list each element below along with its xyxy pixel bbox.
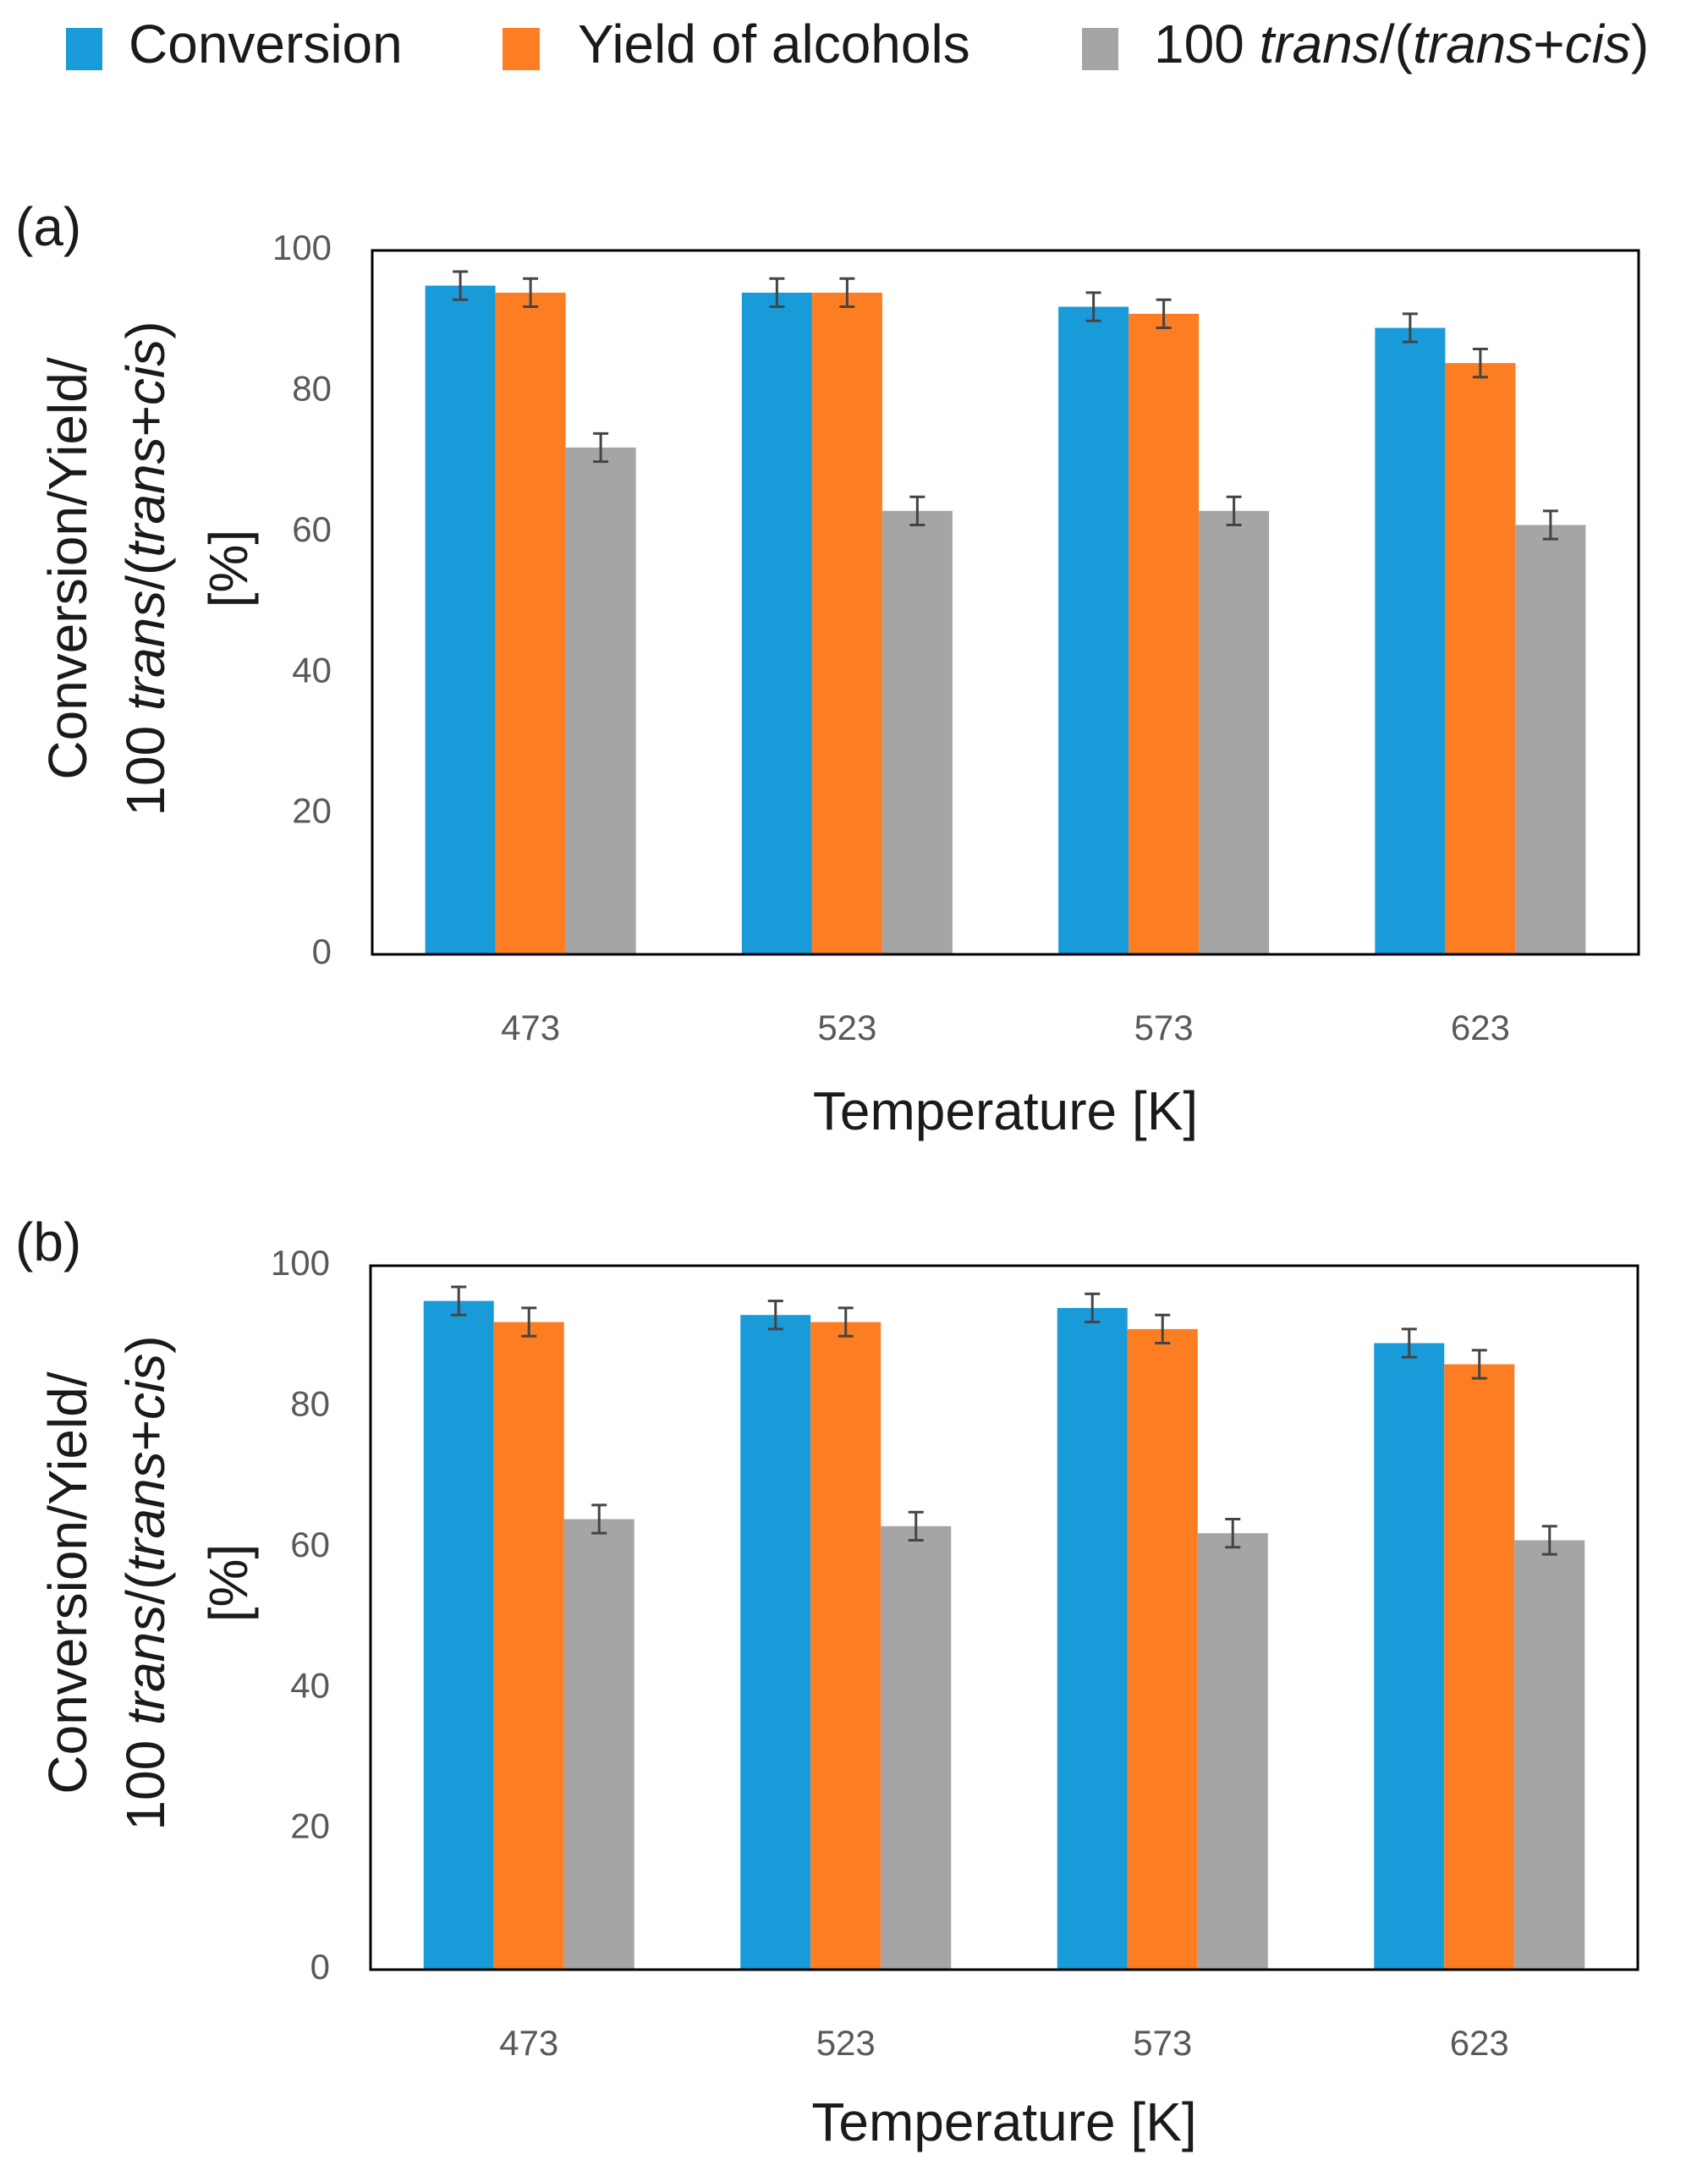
y-tick-label: 0 [312,932,332,971]
bar-conversion-523 [741,292,812,954]
bar-yield-623 [1444,1364,1515,1970]
legend-swatch-ratio [1082,28,1118,70]
bar-yield-473 [493,1322,564,1970]
panel-b: (b) Conversion/Yield/100 trans/(trans+cis… [15,1212,1639,2152]
y-tick-label: 0 [310,1947,330,1987]
plot-frame [369,1264,1639,1971]
y-tick-label: 80 [292,368,332,408]
y-tick-label: 100 [271,1243,330,1283]
legend-swatch-yield [503,28,540,70]
bar-ratio-573 [1199,510,1270,954]
legend-item-conversion: Conversion [66,14,403,74]
y-tick-label: 20 [290,1806,330,1846]
y-axis-label-line-3: [%] [198,530,259,607]
x-axis-label: Temperature [K] [813,1080,1198,1141]
bar-ratio-523 [881,1525,952,1970]
y-tick-label: 40 [292,650,332,690]
bar-yield-573 [1129,313,1200,954]
bar-conversion-473 [425,285,496,955]
panel-a: (a) Conversion/Yield/100 trans/(trans+cis… [15,196,1640,1141]
bar-conversion-623 [1374,1343,1445,1970]
panel-label: (b) [15,1212,81,1272]
y-axis-label-line-1: Conversion/Yield/ [37,357,98,779]
x-tick-label: 473 [499,2023,558,2063]
legend-label-ratio: 100 trans/(trans+cis) [1154,14,1649,74]
y-axis-label-line-2: 100 trans/(trans+cis) [115,321,176,816]
bar-conversion-523 [740,1315,811,1970]
x-tick-label: 623 [1451,1008,1510,1047]
bar-ratio-623 [1514,1540,1585,1970]
legend-label-conversion: Conversion [129,14,403,74]
x-axis-label: Temperature [K] [811,2091,1196,2152]
bar-ratio-473 [565,447,636,954]
x-tick-label: 573 [1134,1008,1194,1047]
bar-yield-473 [495,292,566,954]
x-tick-label: 573 [1133,2023,1192,2063]
y-tick-label: 60 [290,1525,330,1564]
x-tick-label: 623 [1450,2023,1509,2063]
legend-swatch-conversion [66,28,102,70]
bar-ratio-523 [881,510,953,954]
y-axis-label-line-2: 100 trans/(trans+cis) [115,1335,176,1830]
legend: Conversion Yield of alcohols 100 trans/(… [66,14,1649,74]
bar-conversion-623 [1375,327,1446,954]
y-axis-label-line-3: [%] [198,1544,259,1622]
x-tick-label: 523 [816,2023,876,2063]
x-tick-label: 523 [817,1008,876,1047]
bar-yield-623 [1445,363,1516,954]
y-tick-label: 80 [290,1383,330,1423]
bar-ratio-623 [1515,525,1586,954]
y-tick-label: 60 [292,509,332,549]
legend-label-yield: Yield of alcohols [578,14,970,74]
plot-frame [371,249,1640,956]
legend-item-ratio: 100 trans/(trans+cis) [1082,14,1649,74]
bar-yield-523 [810,1322,881,1970]
y-tick-label: 40 [290,1665,330,1705]
panel-label: (a) [15,196,81,257]
bar-yield-573 [1127,1328,1198,1970]
y-tick-label: 20 [292,791,332,831]
legend-item-yield: Yield of alcohols [503,14,970,74]
y-axis-label-line-1: Conversion/Yield/ [37,1371,98,1794]
x-tick-label: 473 [501,1008,560,1047]
y-tick-label: 100 [272,228,332,267]
bar-conversion-573 [1058,306,1129,954]
bar-conversion-473 [423,1300,494,1970]
bar-ratio-573 [1197,1533,1268,1970]
bar-yield-523 [811,292,882,954]
bar-conversion-573 [1057,1307,1128,1970]
bar-ratio-473 [563,1519,634,1970]
